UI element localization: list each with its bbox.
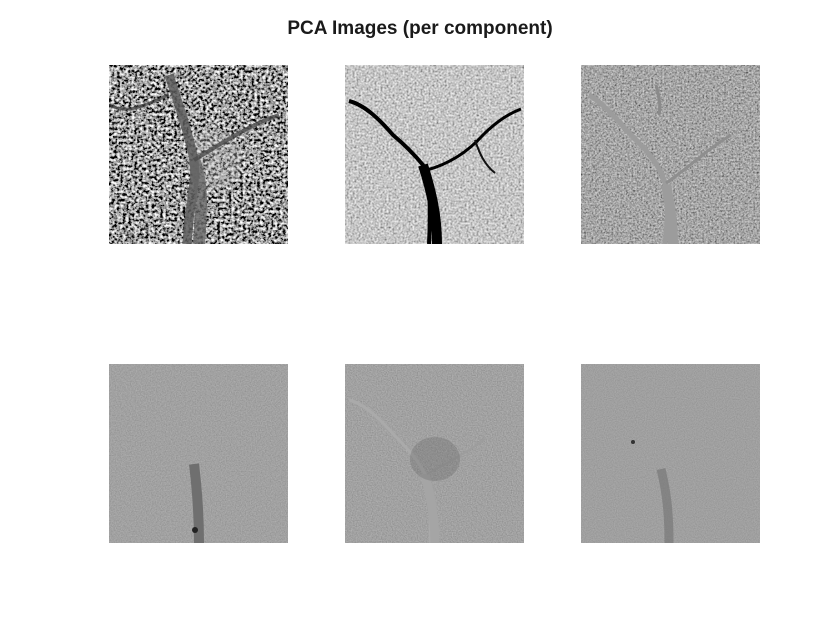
pca-component-2-image <box>345 65 524 244</box>
pca-component-3-image <box>581 65 760 244</box>
pca-component-4-image <box>109 364 288 543</box>
pca-component-1-image <box>109 65 288 244</box>
pca-component-6-image <box>581 364 760 543</box>
figure-title: PCA Images (per component) <box>287 18 553 39</box>
pca-component-5-image <box>345 364 524 543</box>
